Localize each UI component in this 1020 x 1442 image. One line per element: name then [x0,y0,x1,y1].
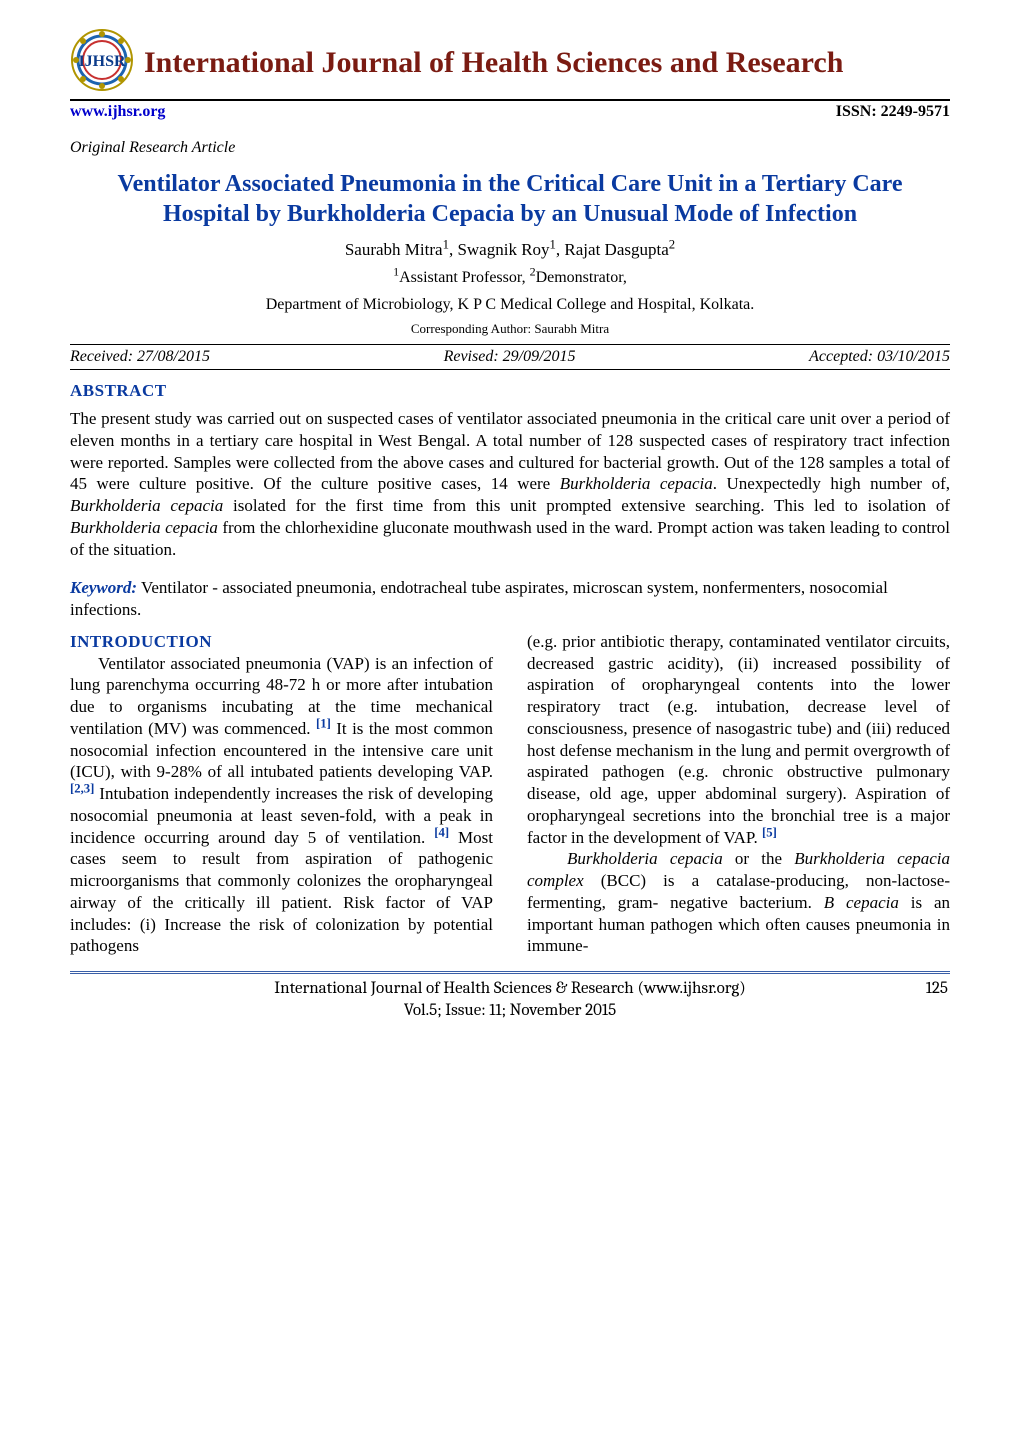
accepted-date: Accepted: 03/10/2015 [809,347,950,367]
subheader: www.ijhsr.org ISSN: 2249-9571 [70,99,950,122]
issn: ISSN: 2249-9571 [836,102,950,122]
burkholderia-paragraph: Burkholderia cepacia or the Burkholderia… [527,848,950,957]
intro-continuation: (e.g. prior antibiotic therapy, contamin… [527,631,950,849]
body-columns: INTRODUCTION Ventilator associated pneum… [70,631,950,957]
revised-date: Revised: 29/09/2015 [444,347,576,367]
intro-heading: INTRODUCTION [70,631,493,653]
journal-title: International Journal of Health Sciences… [144,44,843,82]
affiliation-line1: 1Assistant Professor, 2Demonstrator, [70,268,950,288]
footer-line1: International Journal of Health Sciences… [274,979,745,998]
svg-text:IJHSR: IJHSR [78,53,126,70]
footer-line2: Vol.5; Issue: 11; November 2015 [404,1001,616,1020]
abstract-text: The present study was carried out on sus… [70,408,950,560]
footer-rule [70,971,950,974]
received-date: Received: 27/08/2015 [70,347,210,367]
page-number: 125 [926,978,948,1000]
footer: International Journal of Health Sciences… [70,978,950,1022]
site-link[interactable]: www.ijhsr.org [70,102,165,122]
header: IJHSR International Journal of Health Sc… [70,28,950,98]
abstract-heading: ABSTRACT [70,380,950,402]
authors: Saurabh Mitra1, Swagnik Roy1, Rajat Dasg… [70,239,950,261]
affiliation-line2: Department of Microbiology, K P C Medica… [70,295,950,315]
article-section: Original Research Article [70,138,950,158]
keyword-line: Keyword: Ventilator - associated pneumon… [70,577,950,621]
dates-row: Received: 27/08/2015 Revised: 29/09/2015… [70,344,950,370]
journal-logo-icon: IJHSR [70,28,134,98]
keyword-text: Ventilator - associated pneumonia, endot… [70,578,888,619]
article-title: Ventilator Associated Pneumonia in the C… [80,169,940,229]
corresponding-author: Corresponding Author: Saurabh Mitra [70,321,950,338]
intro-paragraph: Ventilator associated pneumonia (VAP) is… [70,653,493,958]
keyword-heading: Keyword: [70,578,137,597]
